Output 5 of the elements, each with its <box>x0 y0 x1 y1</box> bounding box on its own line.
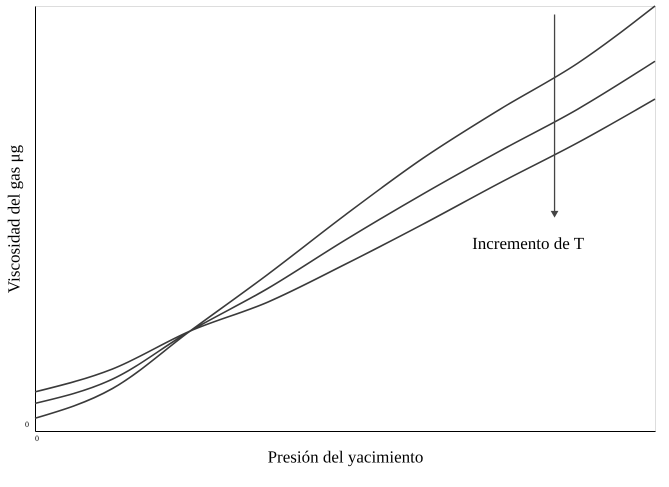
text: 0 <box>35 434 39 443</box>
text: 0 <box>25 420 29 429</box>
x-axis-title: Presión del yacimiento <box>268 448 424 466</box>
annotation: Incremento de T <box>472 234 585 253</box>
y-axis-title: Viscosidad del gas μg <box>4 144 24 294</box>
